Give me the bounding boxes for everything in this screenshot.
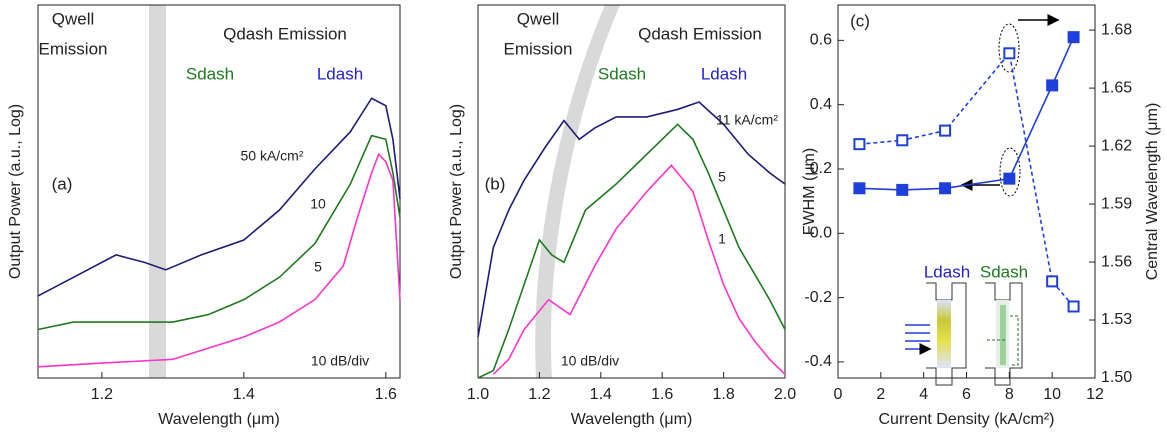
- x-tick-label: 12: [1086, 386, 1104, 403]
- y-tick-label: 0.4: [810, 96, 832, 113]
- series-label: 5: [718, 169, 726, 185]
- annotation: Qwell: [517, 9, 560, 28]
- marker: [1003, 172, 1016, 185]
- y-tick-label: 1.68: [1101, 21, 1132, 38]
- annotation: Sdash: [598, 64, 646, 83]
- y2-axis-label: Central Wavelength (μm): [1144, 103, 1161, 281]
- x-tick-label: 4: [919, 386, 928, 403]
- series-line: [492, 164, 786, 375]
- y-axis-label: Output Power (a.u., Log): [7, 104, 24, 279]
- series-line: [37, 134, 401, 331]
- sdash-emission: [985, 315, 1019, 366]
- annotation: Emission: [504, 39, 573, 58]
- series-label: 1: [718, 231, 726, 247]
- annotation: Emission: [39, 39, 108, 58]
- marker: [896, 134, 909, 147]
- y-tick-label: 1.62: [1101, 137, 1132, 154]
- annotation: Ldash: [924, 262, 970, 281]
- x-tick-label: 1.6: [651, 386, 673, 403]
- plot-frame: [477, 4, 786, 379]
- series-line: [477, 101, 786, 338]
- marker: [896, 183, 909, 196]
- marker: [853, 138, 866, 151]
- annotation: Qwell: [52, 9, 95, 28]
- annotation: Ldash: [701, 64, 747, 83]
- annotation: (a): [52, 174, 73, 193]
- y-tick-label: -0.2: [804, 289, 832, 306]
- marker: [1046, 275, 1059, 288]
- x-tick-label: 1.4: [233, 386, 255, 403]
- x-tick-label: 2: [876, 386, 885, 403]
- x-tick-label: 1.8: [712, 386, 734, 403]
- marker: [1067, 31, 1080, 44]
- annotation: 10 dB/div: [561, 353, 619, 369]
- x-tick-label: 6: [962, 386, 971, 403]
- y-tick-label: 1.65: [1101, 79, 1132, 96]
- y-axis-label: FWHM (μm): [801, 148, 818, 235]
- y-tick-label: 1.50: [1101, 369, 1132, 386]
- annotation: Qdash Emission: [638, 24, 762, 43]
- y-tick-label: 1.53: [1101, 311, 1132, 328]
- series-line: [37, 152, 401, 368]
- y-axis-label: Output Power (a.u., Log): [448, 104, 465, 279]
- marker: [853, 182, 866, 195]
- x-tick-label: 10: [1043, 386, 1061, 403]
- inset-schematic: [905, 282, 1023, 386]
- marker: [1003, 47, 1016, 60]
- x-tick-label: 1.2: [91, 386, 113, 403]
- annotation: (c): [850, 11, 870, 30]
- series-line: [477, 123, 786, 379]
- sdash-core: [1000, 305, 1006, 365]
- x-tick-label: 8: [1005, 386, 1014, 403]
- annotation: Ldash: [317, 64, 363, 83]
- y-tick-label: -0.4: [804, 353, 832, 370]
- annotation: Qdash Emission: [223, 24, 347, 43]
- series-label: 11 kA/cm²: [716, 112, 778, 128]
- y-tick-label: 1.59: [1101, 195, 1132, 212]
- series-line: [859, 36, 1075, 191]
- marker: [939, 182, 952, 195]
- gray-band: [535, 5, 620, 378]
- series-label: 50 kA/cm²: [240, 148, 303, 164]
- x-axis-label: Current Density (kA/cm²): [878, 411, 1054, 428]
- annotation: Sdash: [980, 262, 1028, 281]
- y-tick-label: 0.2: [810, 160, 832, 177]
- y-tick-label: 1.56: [1101, 253, 1132, 270]
- marker: [1046, 79, 1059, 92]
- series-line: [37, 97, 401, 297]
- marker: [939, 124, 952, 137]
- y-tick-label: 0.6: [810, 32, 832, 49]
- y-tick-label: 0.0: [810, 225, 832, 242]
- x-tick-label: 1.4: [590, 386, 612, 403]
- x-tick-label: 1.0: [467, 386, 489, 403]
- series-line: [859, 51, 1075, 308]
- ldash-waveguide: [937, 300, 951, 368]
- x-axis-label: Wavelength (μm): [571, 411, 693, 428]
- x-axis-label: Wavelength (μm): [158, 411, 280, 428]
- ellipse: [998, 23, 1020, 73]
- gray-band: [149, 5, 166, 378]
- annotation: 10 dB/div: [311, 353, 369, 369]
- ldash-emission: [905, 324, 930, 349]
- x-tick-label: 1.2: [528, 386, 550, 403]
- marker: [1067, 300, 1080, 313]
- plot-frame: [37, 4, 401, 379]
- x-tick-label: 2.0: [774, 386, 796, 403]
- series-label: 10: [310, 196, 326, 212]
- series-label: 5: [314, 259, 322, 275]
- annotation: (b): [485, 174, 506, 193]
- ellipse: [999, 147, 1021, 197]
- x-tick-label: 1.6: [375, 386, 397, 403]
- x-tick-label: 0: [834, 386, 843, 403]
- annotation: Sdash: [186, 64, 234, 83]
